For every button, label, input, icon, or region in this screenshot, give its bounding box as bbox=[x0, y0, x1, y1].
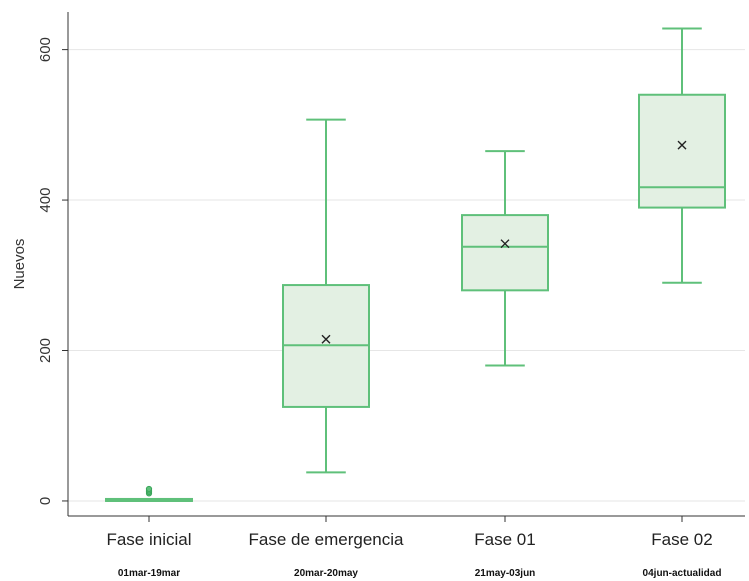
category-date-range: 21may-03jun bbox=[475, 568, 536, 579]
category-date-range: 04jun-actualidad bbox=[643, 568, 722, 579]
y-tick-label: 200 bbox=[37, 338, 54, 363]
y-tick-label: 600 bbox=[37, 37, 54, 62]
category-label: Fase 01 bbox=[474, 530, 535, 549]
mean-marker bbox=[500, 239, 510, 249]
box-3 bbox=[461, 150, 549, 367]
mean-marker bbox=[677, 140, 687, 150]
axis-layer: 0 200 400 600 Nuevos bbox=[11, 12, 745, 522]
category-label: Fase inicial bbox=[106, 530, 191, 549]
grid-layer bbox=[68, 49, 745, 502]
interquartile-box bbox=[461, 214, 549, 292]
category-label: Fase 02 bbox=[651, 530, 712, 549]
category-label: Fase de emergencia bbox=[249, 530, 405, 549]
interquartile-box bbox=[638, 93, 726, 209]
box-1 bbox=[105, 485, 193, 502]
label-layer: Fase inicial 01mar-19mar Fase de emergenci… bbox=[106, 530, 721, 579]
outlier-point bbox=[145, 485, 153, 493]
mean-marker bbox=[321, 334, 331, 344]
y-tick-label: 0 bbox=[37, 497, 54, 505]
box-4 bbox=[638, 27, 726, 284]
y-axis-title: Nuevos bbox=[11, 239, 28, 290]
category-date-range: 01mar-19mar bbox=[118, 568, 180, 579]
box-2 bbox=[282, 118, 370, 474]
category-date-range: 20mar-20may bbox=[294, 568, 358, 579]
y-tick-label: 400 bbox=[37, 188, 54, 213]
box-layer bbox=[105, 27, 726, 502]
